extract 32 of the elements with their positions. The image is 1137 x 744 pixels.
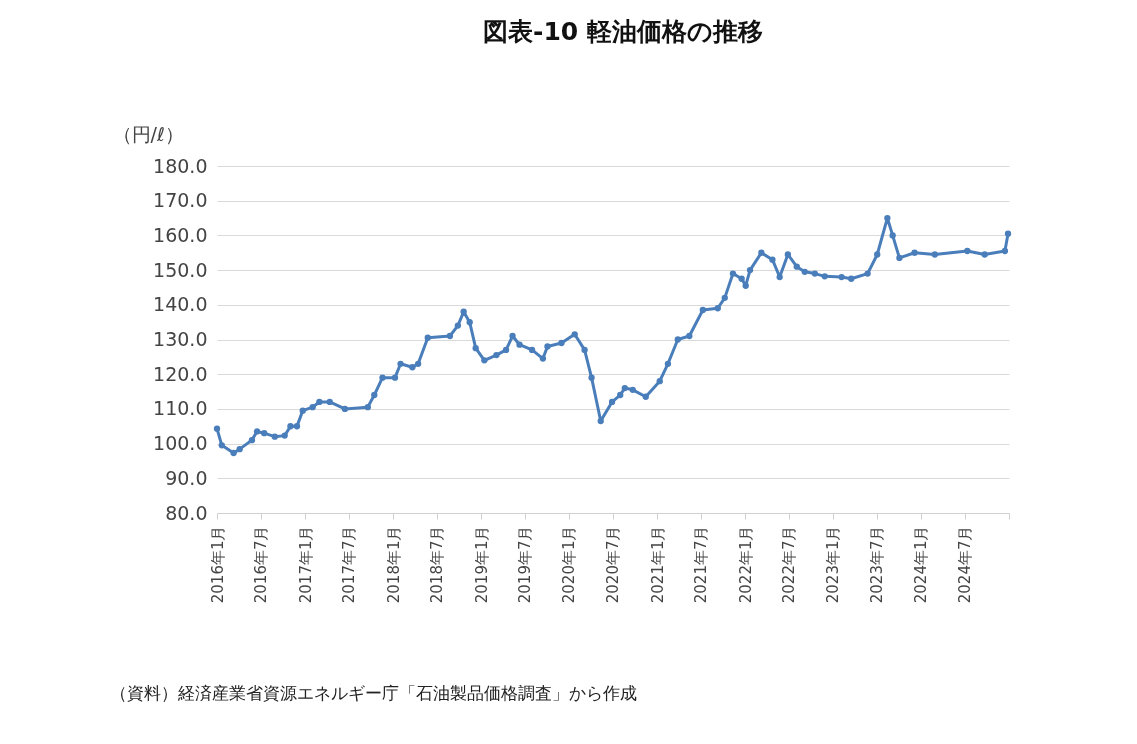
- y-tick-label: 100.0: [153, 432, 208, 455]
- x-tick-label: 2016年1月: [208, 525, 227, 604]
- y-tick-label: 180.0: [153, 154, 208, 177]
- x-tick-label: 2017年7月: [340, 525, 359, 604]
- y-tick-label: 160.0: [153, 223, 208, 246]
- y-tick-label: 140.0: [153, 293, 208, 316]
- x-tick-label: 2016年7月: [252, 525, 271, 604]
- x-tick-label: 2023年1月: [824, 525, 843, 604]
- x-tick-label: 2024年7月: [956, 525, 975, 604]
- x-tick-label: 2020年7月: [604, 525, 623, 604]
- y-tick-label: 120.0: [153, 362, 208, 385]
- y-tick-label: 80.0: [165, 501, 208, 524]
- x-tick-label: 2017年1月: [296, 525, 315, 604]
- x-tick-label: 2023年7月: [868, 525, 887, 604]
- x-tick-label: 2024年1月: [912, 525, 931, 604]
- y-axis-title: （円/ℓ）: [112, 122, 184, 145]
- x-tick-label: 2019年7月: [516, 525, 535, 604]
- chart-title: 図表-10 軽油価格の推移: [483, 17, 763, 46]
- y-tick-label: 90.0: [165, 466, 208, 489]
- x-tick-label: 2022年1月: [736, 525, 755, 604]
- x-tick-label: 2018年7月: [428, 525, 447, 604]
- y-tick-label: 110.0: [153, 397, 208, 420]
- y-tick-label: 130.0: [153, 328, 208, 350]
- x-tick-label: 2020年1月: [560, 525, 579, 604]
- x-tick-label: 2021年7月: [692, 525, 711, 604]
- y-tick-label: 150.0: [153, 258, 208, 281]
- x-tick-label: 2018年1月: [384, 525, 403, 604]
- x-tick-label: 2021年1月: [648, 525, 667, 604]
- y-tick-label: 170.0: [153, 189, 208, 212]
- x-tick-label: 2022年7月: [780, 525, 799, 604]
- x-tick-label: 2019年1月: [472, 525, 491, 604]
- text: （資料）経済産業省資源エネルギー庁「石油製品価格調査」から作成: [110, 682, 637, 705]
